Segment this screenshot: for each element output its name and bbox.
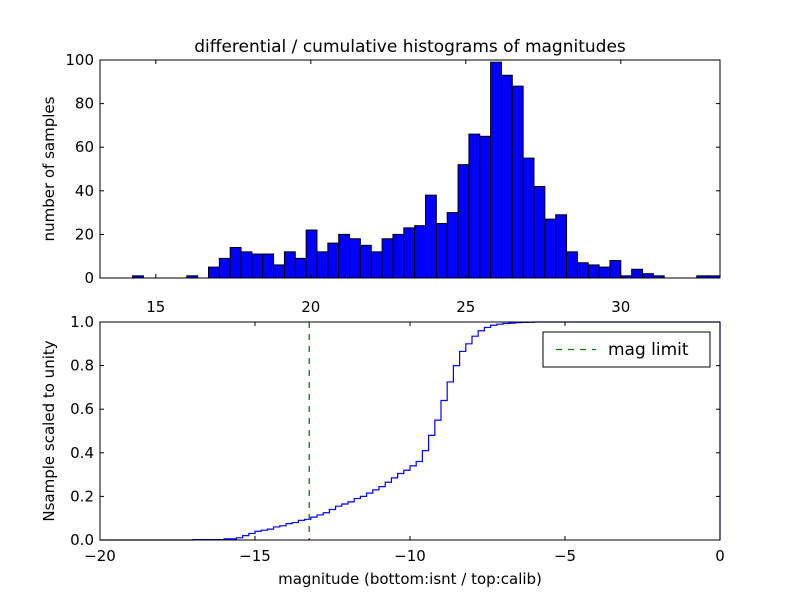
histogram-bar — [555, 214, 568, 279]
histogram-bar — [457, 164, 470, 279]
histogram-bar — [229, 246, 242, 279]
histogram-bar — [566, 251, 578, 279]
top-x-tick-label: 20 — [301, 298, 320, 316]
bottom-y-tick-label: 1.0 — [70, 313, 94, 331]
bottom-x-tick-label: −20 — [84, 547, 116, 565]
histogram-bar — [283, 251, 296, 279]
histogram-bar — [359, 244, 372, 279]
top-axis-ticks: 0 20 40 60 80 100 15 20 25 30 — [65, 51, 720, 316]
histogram-bar — [598, 266, 611, 279]
chart-title: differential / cumulative histograms of … — [194, 37, 626, 57]
legend-label: mag limit — [608, 340, 689, 360]
bottom-x-tick-label: 0 — [715, 547, 725, 565]
histogram-bar — [533, 185, 546, 279]
top-y-tick-label: 40 — [75, 182, 94, 200]
histogram-bar — [338, 233, 351, 279]
histogram-bar — [262, 253, 275, 279]
histogram-bar — [642, 273, 654, 279]
histogram-bar — [305, 229, 318, 279]
histogram-bar — [208, 266, 220, 279]
top-y-tick-label: 0 — [84, 269, 94, 287]
top-y-axis-label: number of samples — [40, 96, 58, 241]
histogram-bar — [468, 133, 481, 279]
bottom-y-tick-label: 0.4 — [70, 444, 94, 462]
histogram-bar — [425, 194, 437, 279]
histogram-bar — [370, 251, 383, 279]
histogram-panel: differential / cumulative histograms of … — [40, 37, 721, 316]
bottom-y-tick-label: 0.8 — [70, 357, 94, 375]
histogram-bar — [544, 218, 557, 279]
histogram-bar — [349, 238, 361, 279]
histogram-bar — [490, 61, 502, 279]
histogram-bar — [587, 264, 600, 279]
histogram-bar — [381, 238, 394, 279]
top-axes-frame — [99, 59, 721, 279]
top-y-tick-label: 20 — [75, 225, 94, 243]
histogram-bar — [609, 260, 622, 279]
bottom-axes-frame — [99, 321, 721, 541]
legend: mag limit — [542, 331, 711, 368]
histogram-bars — [132, 61, 721, 279]
histogram-bar — [446, 212, 459, 279]
top-x-tick-label: 15 — [146, 298, 165, 316]
bottom-y-axis-label: Nsample scaled to unity — [40, 340, 58, 521]
histogram-bar — [327, 242, 340, 279]
bottom-axis-ticks: 0.0 0.2 0.4 0.6 0.8 1.0 −20 −15 −10 −5 0 — [70, 313, 725, 565]
cumulative-panel: Nsample scaled to unity magnitude (botto… — [40, 313, 725, 588]
histogram-bar — [218, 257, 231, 279]
top-y-tick-label: 80 — [75, 95, 94, 113]
histogram-bar — [500, 74, 513, 279]
top-y-tick-label: 60 — [75, 138, 94, 156]
histogram-bar — [251, 253, 264, 279]
bottom-y-tick-label: 0.2 — [70, 487, 94, 505]
x-axis-label: magnitude (bottom:isnt / top:calib) — [278, 570, 542, 588]
bottom-x-tick-label: −15 — [239, 547, 271, 565]
bottom-x-tick-label: −5 — [554, 547, 576, 565]
histogram-bar — [631, 268, 644, 279]
histogram-bar — [576, 262, 589, 279]
top-y-tick-label: 100 — [65, 51, 94, 69]
bottom-x-tick-label: −10 — [394, 547, 426, 565]
histogram-bar — [240, 251, 253, 279]
histogram-bar — [414, 225, 426, 279]
histogram-bar — [294, 257, 307, 279]
histogram-bar — [479, 135, 492, 279]
bottom-y-tick-label: 0.6 — [70, 400, 94, 418]
histogram-bar — [435, 223, 448, 279]
histogram-bar — [403, 227, 416, 279]
histogram-bar — [511, 85, 524, 279]
cumulative-step-line — [100, 321, 720, 541]
histogram-bar — [392, 233, 405, 279]
bottom-y-tick-label: 0.0 — [70, 531, 94, 549]
histogram-bar — [316, 251, 329, 279]
histogram-bar — [522, 157, 535, 279]
top-x-tick-label: 30 — [611, 298, 630, 316]
histogram-bar — [273, 264, 285, 279]
top-x-tick-label: 25 — [456, 298, 475, 316]
